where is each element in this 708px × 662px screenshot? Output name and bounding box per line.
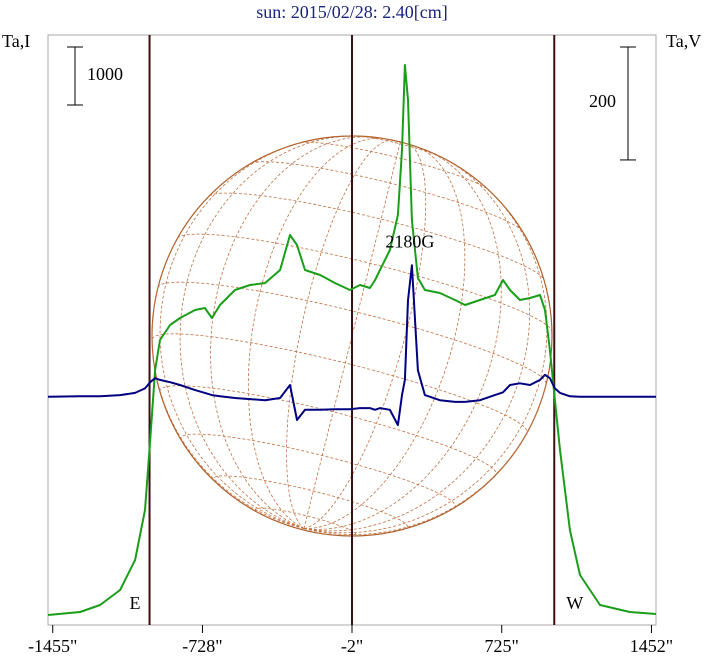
meridian-line xyxy=(303,141,401,529)
scale-bar-label: 200 xyxy=(589,91,616,111)
y2-axis-label: Ta,V xyxy=(666,31,701,51)
meridian-line xyxy=(303,145,466,529)
limb-label: E xyxy=(130,593,141,613)
x-tick-label: -1455" xyxy=(28,636,77,656)
x-tick-label: -2" xyxy=(341,636,363,656)
latitude-line xyxy=(177,233,553,332)
meridian-line xyxy=(303,157,531,532)
meridian-line xyxy=(151,287,305,529)
annotation: 2180G xyxy=(385,231,434,251)
solar-disk xyxy=(151,135,553,537)
meridian-line xyxy=(303,384,547,536)
meridian-line xyxy=(210,136,372,529)
meridian-line xyxy=(303,143,427,529)
latitude-line xyxy=(213,475,408,530)
meridian-line xyxy=(303,182,548,534)
latitude-line xyxy=(255,507,357,537)
limb-label: W xyxy=(566,593,583,613)
chart-title: sun: 2015/02/28: 2.40[cm] xyxy=(256,2,448,22)
latitude-line xyxy=(159,385,497,476)
meridian-line xyxy=(179,135,356,529)
meridian-line xyxy=(159,140,311,529)
x-tick-label: 1452" xyxy=(630,636,673,656)
series-line xyxy=(47,264,656,427)
latitude-line xyxy=(209,192,545,280)
x-tick-label: -728" xyxy=(182,636,222,656)
scale-bar xyxy=(67,46,83,106)
meridian-line xyxy=(286,139,393,529)
x-tick-label: 725" xyxy=(485,636,519,656)
latitude-line xyxy=(157,281,547,385)
scale-bar xyxy=(620,46,636,161)
meridian-line xyxy=(247,137,386,529)
y-axis-label: Ta,I xyxy=(2,31,30,51)
scale-bar-label: 1000 xyxy=(87,64,123,84)
series-line xyxy=(47,64,657,616)
meridian-line xyxy=(303,150,502,530)
